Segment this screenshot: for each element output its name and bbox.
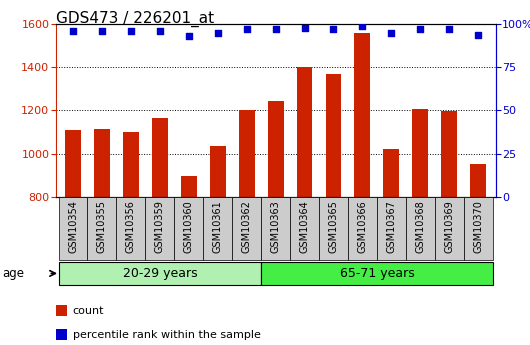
Bar [210,146,226,197]
Bar [117,197,145,260]
Text: percentile rank within the sample: percentile rank within the sample [73,330,260,340]
Bar [470,164,486,197]
Text: GSM10361: GSM10361 [213,200,223,253]
Bar [94,129,110,197]
Point [301,25,309,30]
Point [329,27,338,32]
Point [242,27,251,32]
Bar [325,74,341,197]
Text: GSM10364: GSM10364 [299,200,310,253]
Text: 20-29 years: 20-29 years [122,267,197,280]
Bar [268,101,284,197]
Point [127,28,135,34]
Text: GSM10366: GSM10366 [357,200,367,253]
Text: GSM10354: GSM10354 [68,200,78,253]
Bar [58,262,261,285]
Bar [261,262,493,285]
Bar [174,197,203,260]
Point [214,30,222,36]
Text: 65-71 years: 65-71 years [340,267,414,280]
Text: GSM10368: GSM10368 [416,200,425,253]
Bar [290,197,319,260]
Point [156,28,164,34]
Bar [383,149,399,197]
Text: GSM10360: GSM10360 [184,200,194,253]
Point [69,28,77,34]
Bar [435,197,464,260]
Text: GSM10362: GSM10362 [242,200,252,253]
Bar [406,197,435,260]
Text: GSM10355: GSM10355 [97,200,107,253]
Point [271,27,280,32]
Bar [58,197,87,260]
Bar [203,197,232,260]
Point [98,28,106,34]
Point [387,30,395,36]
Bar [238,110,254,197]
Bar [261,197,290,260]
Bar [441,111,457,197]
Bar [412,109,428,197]
Bar [181,176,197,197]
Text: GSM10356: GSM10356 [126,200,136,253]
Point [474,32,482,37]
Text: GSM10367: GSM10367 [386,200,396,253]
Text: GDS473 / 226201_at: GDS473 / 226201_at [56,10,214,27]
Text: GSM10365: GSM10365 [329,200,339,253]
Bar [87,197,117,260]
Bar [297,67,313,197]
Bar [355,33,370,197]
Text: GSM10369: GSM10369 [444,200,454,253]
Text: GSM10370: GSM10370 [473,200,483,253]
Bar [123,132,139,197]
Point [184,33,193,39]
Point [445,27,454,32]
Bar [348,197,377,260]
Text: age: age [3,267,25,280]
Text: count: count [73,306,104,316]
Point [358,23,367,29]
Bar [152,118,168,197]
Bar [145,197,174,260]
Text: GSM10363: GSM10363 [271,200,280,253]
Point [416,27,425,32]
Bar [464,197,493,260]
Bar [65,130,81,197]
Bar [377,197,406,260]
Bar [319,197,348,260]
Text: GSM10359: GSM10359 [155,200,165,253]
Bar [232,197,261,260]
